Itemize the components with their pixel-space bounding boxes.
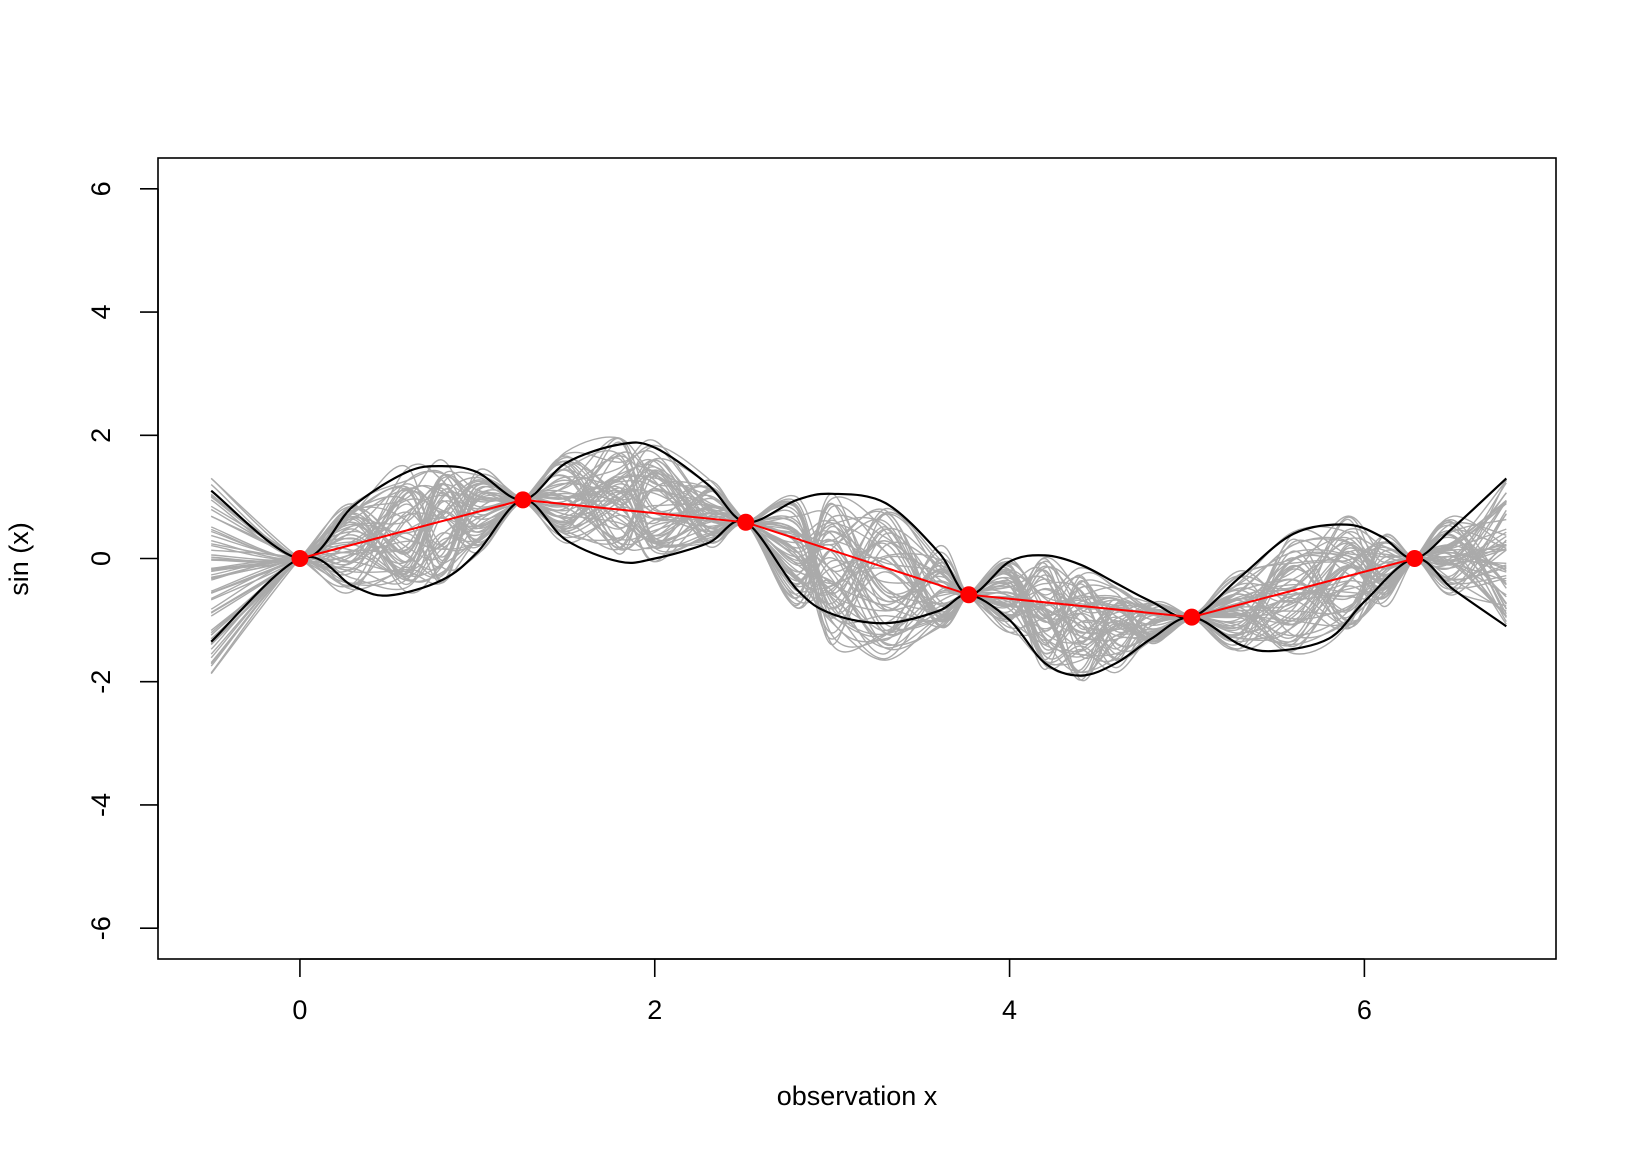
sample-curve bbox=[210, 463, 1507, 658]
sample-curve bbox=[210, 473, 1507, 639]
mean-line bbox=[299, 498, 1415, 619]
x-tick-label: 6 bbox=[1357, 995, 1372, 1025]
x-tick-label: 2 bbox=[647, 995, 662, 1025]
sample-curve bbox=[211, 456, 1507, 651]
y-tick-label: -2 bbox=[86, 670, 116, 694]
sample-curve bbox=[211, 451, 1507, 644]
mean-polyline bbox=[299, 498, 1415, 619]
sample-curve bbox=[210, 449, 1507, 674]
y-tick-label: 4 bbox=[86, 304, 116, 319]
sample-curve bbox=[210, 446, 1507, 643]
sample-curve bbox=[211, 473, 1507, 662]
observation-point bbox=[514, 491, 532, 509]
observation-point bbox=[1183, 608, 1201, 626]
y-axis-label: sin (x) bbox=[4, 522, 34, 596]
sample-curve bbox=[210, 459, 1507, 664]
sample-curves bbox=[210, 436, 1507, 682]
y-tick-label: 6 bbox=[86, 181, 116, 196]
x-tick-label: 4 bbox=[1002, 995, 1017, 1025]
y-tick-label: 2 bbox=[86, 428, 116, 443]
sample-curve bbox=[211, 460, 1507, 648]
envelope-curves bbox=[210, 441, 1508, 677]
sample-curve bbox=[210, 444, 1507, 674]
observation-point bbox=[291, 550, 309, 567]
y-tick-label: 0 bbox=[86, 551, 116, 566]
upper-envelope-line bbox=[210, 441, 1508, 619]
sample-curve bbox=[211, 455, 1507, 674]
sample-curve bbox=[210, 461, 1507, 640]
x-axis-label: observation x bbox=[777, 1081, 938, 1111]
lower-envelope-line bbox=[210, 498, 1507, 677]
sample-curve bbox=[210, 439, 1507, 660]
observation-points bbox=[291, 491, 1424, 626]
observation-point bbox=[1406, 550, 1424, 567]
sample-curve bbox=[211, 469, 1507, 632]
sample-curve bbox=[211, 460, 1507, 639]
x-axis: 0 2 4 6 bbox=[292, 958, 1372, 1025]
observation-point bbox=[737, 513, 755, 531]
x-tick-label: 0 bbox=[292, 995, 307, 1025]
observation-point bbox=[960, 586, 978, 604]
y-tick-label: -6 bbox=[86, 916, 116, 940]
y-axis: -6 -4 -2 0 2 4 6 bbox=[86, 181, 159, 940]
y-tick-label: -4 bbox=[86, 793, 116, 817]
